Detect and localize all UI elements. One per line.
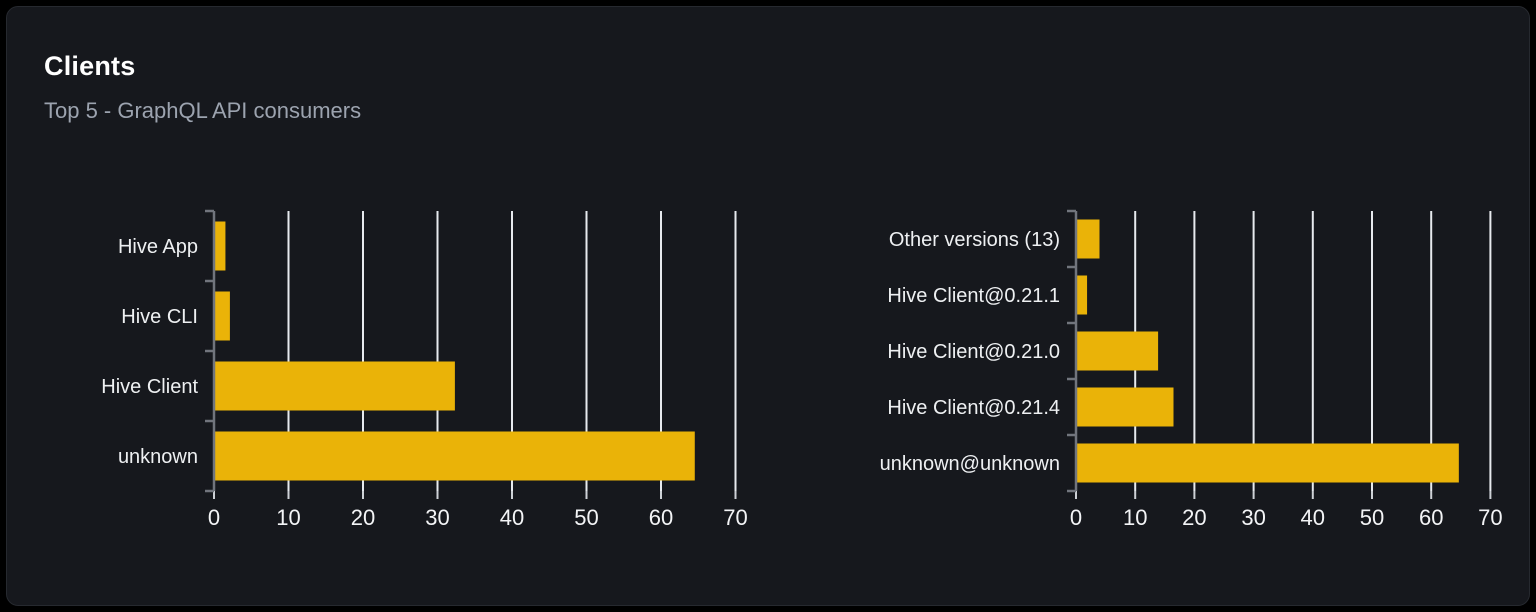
x-tick-label-60: 60: [1419, 505, 1443, 530]
x-tick-label-70: 70: [723, 505, 747, 530]
bar-hive-client[interactable]: [215, 361, 455, 411]
bar-hive-client-0-21-0[interactable]: [1077, 331, 1159, 371]
x-tick-label-20: 20: [351, 505, 375, 530]
category-label-unknown: unknown: [118, 446, 198, 468]
category-label-unknown-unknown: unknown@unknown: [880, 453, 1060, 475]
bar-unknown-unknown[interactable]: [1077, 443, 1459, 483]
panel-title: Clients: [44, 51, 136, 81]
x-tick-label-20: 20: [1182, 505, 1206, 530]
x-tick-label-0: 0: [1070, 505, 1082, 530]
x-tick-label-60: 60: [649, 505, 673, 530]
client-versions-bar-chart: 0 10 20 30 40 50 60 70 Other versions (13) Hive C…: [880, 209, 1503, 530]
x-tick-label-50: 50: [574, 505, 598, 530]
category-label-hive-client-0-21-0: Hive Client@0.21.0: [887, 341, 1060, 363]
bar-hive-client-0-21-1[interactable]: [1077, 275, 1088, 315]
category-label-hive-client-0-21-1: Hive Client@0.21.1: [887, 285, 1060, 307]
x-tick-label-10: 10: [1123, 505, 1147, 530]
category-label-hive-client: Hive Client: [101, 376, 198, 398]
x-tick-label-30: 30: [1241, 505, 1265, 530]
bar-unknown[interactable]: [215, 431, 695, 481]
bar-hive-cli[interactable]: [215, 291, 230, 341]
clients-panel: Clients Top 5 - GraphQL API consumers 0 1…: [6, 6, 1530, 606]
bar-hive-app[interactable]: [215, 221, 226, 271]
bar-hive-client-0-21-4[interactable]: [1077, 387, 1174, 427]
panel-subtitle: Top 5 - GraphQL API consumers: [44, 98, 362, 123]
x-tick-label-40: 40: [500, 505, 524, 530]
category-label-hive-cli: Hive CLI: [121, 306, 198, 328]
bar-other-versions-13[interactable]: [1077, 219, 1100, 259]
x-tick-label-50: 50: [1360, 505, 1384, 530]
category-label-other-versions-13: Other versions (13): [889, 229, 1060, 251]
category-label-hive-app: Hive App: [118, 236, 198, 258]
x-tick-label-40: 40: [1301, 505, 1325, 530]
x-tick-label-70: 70: [1478, 505, 1502, 530]
x-tick-label-30: 30: [425, 505, 449, 530]
category-label-hive-client-0-21-4: Hive Client@0.21.4: [887, 397, 1060, 419]
x-tick-label-10: 10: [276, 505, 300, 530]
x-tick-label-0: 0: [208, 505, 220, 530]
clients-bar-chart: 0 10 20 30 40 50 60 70 Hive App Hive CLI Hive Clie…: [101, 209, 748, 530]
